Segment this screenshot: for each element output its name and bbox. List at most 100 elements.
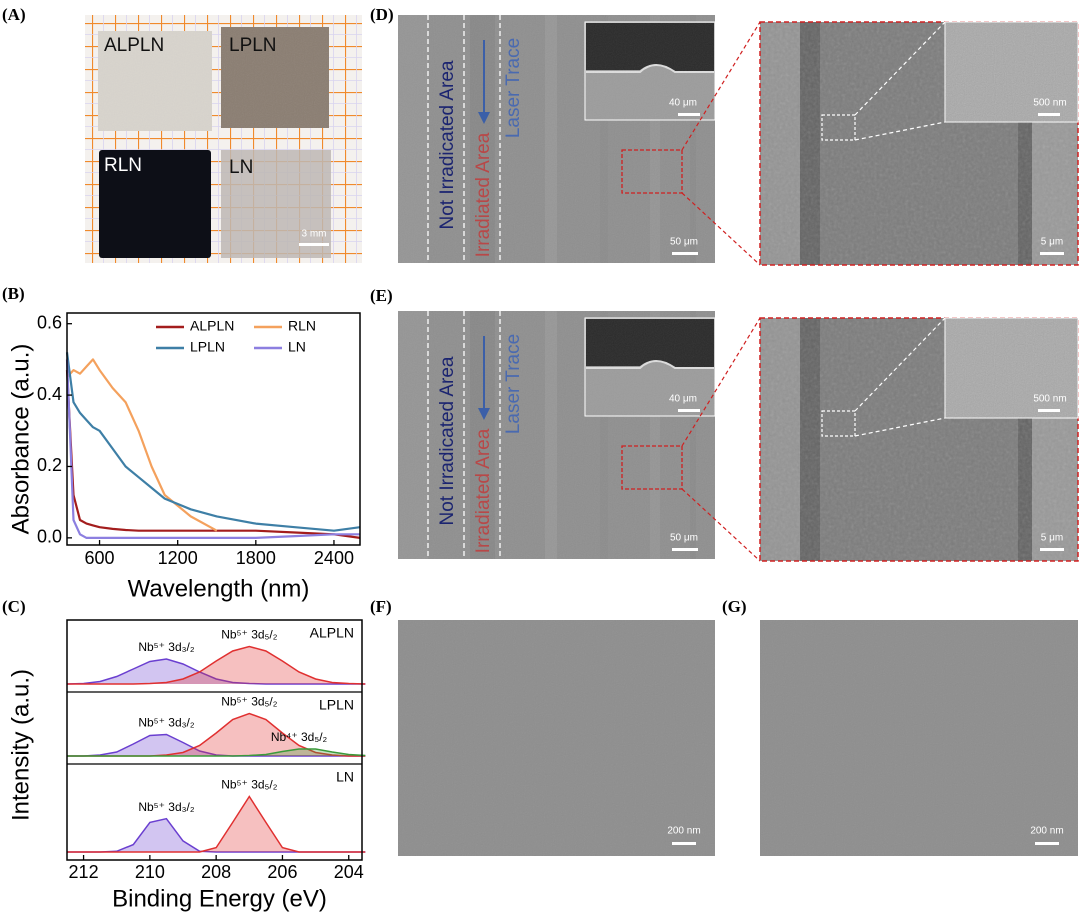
subplot-label: LN — [336, 769, 354, 785]
peak-label: Nb⁵⁺ 3d₃/₂ — [138, 716, 195, 730]
scale-bar-label: 50 μm — [670, 237, 698, 248]
scale-bar-label: 500 nm — [1033, 98, 1066, 109]
component-area — [67, 646, 366, 684]
peak-label: Nb⁵⁺ 3d₅/₂ — [221, 778, 277, 792]
peak-label: Nb⁵⁺ 3d₅/₂ — [221, 628, 277, 642]
scale-bar — [1035, 842, 1059, 845]
sample-label: ALPLN — [104, 35, 164, 56]
component-area — [67, 713, 366, 756]
photo: ALPLN LPLN RLN LN 3 mm — [85, 15, 362, 263]
peak-label: Nb⁴⁺ 3d₅/₂ — [271, 730, 328, 744]
scale-bar-label: 40 μm — [669, 394, 697, 405]
panel-label: (C) — [2, 597, 26, 616]
sample-label: LN — [229, 157, 253, 178]
scale-bar — [1040, 548, 1064, 551]
x-tick-label: 1200 — [158, 548, 198, 568]
peak-label: Nb⁵⁺ 3d₃/₂ — [138, 800, 195, 814]
y-tick-label: 0.2 — [37, 455, 62, 475]
panel-label: (B) — [2, 284, 25, 303]
sem-panel: Not Irradicated Area Irradiated Area Laser… — [398, 311, 1079, 562]
x-tick-label: 204 — [334, 862, 364, 882]
zoom-connector — [681, 317, 761, 447]
panel-label: (A) — [2, 5, 26, 24]
x-tick-label: 206 — [267, 862, 297, 882]
y-axis-label: Absorbance (a.u.) — [7, 344, 34, 535]
zoom-region — [621, 445, 683, 490]
scale-bar-label: 3 mm — [302, 229, 327, 240]
x-axis-label: Binding Energy (eV) — [112, 885, 327, 912]
x-tick-label: 2400 — [314, 548, 354, 568]
zoom-border — [759, 317, 1079, 562]
annotation: Laser Trace — [503, 38, 524, 138]
scale-bar — [672, 252, 698, 255]
scale-bar — [678, 113, 700, 116]
y-tick-label: 0.6 — [37, 312, 62, 332]
data-line — [65, 370, 361, 539]
annotation: Not Irradicated Area — [437, 60, 458, 229]
legend-label: LN — [288, 339, 306, 355]
scale-bar — [672, 842, 696, 845]
sem-texture — [760, 620, 1078, 856]
component-area — [67, 659, 366, 684]
detail-texture — [945, 22, 1078, 122]
component-line — [67, 748, 366, 757]
scale-bar — [672, 548, 698, 551]
annotation: Not Irradicated Area — [437, 356, 458, 525]
detail-connector — [854, 317, 946, 412]
subplot-label: LPLN — [319, 697, 354, 713]
inset-texture — [585, 318, 715, 416]
peak-label: Nb⁵⁺ 3d₅/₂ — [221, 695, 277, 709]
zoom-connector — [681, 488, 761, 562]
sample-label: LPLN — [229, 35, 277, 56]
scale-bar-label: 200 nm — [1030, 826, 1063, 837]
detail-region — [821, 114, 856, 141]
detail-connector — [854, 21, 946, 116]
scale-bar-label: 50 μm — [670, 533, 698, 544]
scale-bar-label: 40 μm — [669, 98, 697, 109]
x-axis-label: Wavelength (nm) — [128, 575, 310, 602]
zoom-region — [621, 149, 683, 194]
zoom-border — [759, 21, 1079, 266]
zoom-connector — [681, 21, 761, 151]
inset-texture — [585, 22, 715, 120]
y-tick-label: 0.0 — [37, 527, 62, 547]
legend-label: LPLN — [190, 339, 225, 355]
arrow-head — [478, 408, 490, 420]
component-line — [67, 645, 366, 685]
component-line — [66, 658, 366, 685]
scale-bar — [1040, 252, 1064, 255]
x-tick-label: 208 — [201, 862, 231, 882]
scale-bar-label: 5 μm — [1041, 533, 1063, 544]
y-tick-label: 0.4 — [37, 384, 62, 404]
annotation: Laser Trace — [503, 334, 524, 434]
scale-bar — [1038, 113, 1060, 116]
annotation: Irradiated Area — [473, 132, 494, 257]
sample-label: RLN — [104, 155, 142, 176]
sample-texture — [221, 27, 329, 128]
plot-frame — [66, 619, 363, 861]
data-line — [65, 359, 360, 539]
panel-label: (D) — [370, 5, 394, 24]
plot-frame — [66, 312, 361, 546]
y-axis-label: Intensity (a.u.) — [7, 669, 34, 821]
component-area — [67, 818, 366, 852]
x-tick-label: 210 — [135, 862, 165, 882]
x-tick-label: 212 — [69, 862, 99, 882]
data-line — [66, 358, 218, 532]
sem-panel: Not Irradicated Area Irradiated Area Laser… — [398, 15, 1079, 266]
sem-texture — [398, 620, 715, 856]
scale-bar — [1038, 409, 1060, 412]
x-tick-label: 1800 — [236, 548, 276, 568]
x-tick-label: 600 — [85, 548, 115, 568]
legend-label: RLN — [288, 318, 316, 334]
component-line — [67, 733, 366, 757]
data-line — [65, 352, 361, 532]
detail-region — [821, 410, 856, 437]
zoom-connector — [681, 192, 761, 266]
scale-bar — [299, 243, 329, 246]
detail-connector — [854, 121, 946, 141]
sem-image: 200 nm — [398, 620, 715, 856]
arrow-head — [478, 112, 490, 124]
peak-label: Nb⁵⁺ 3d₃/₂ — [138, 640, 195, 654]
